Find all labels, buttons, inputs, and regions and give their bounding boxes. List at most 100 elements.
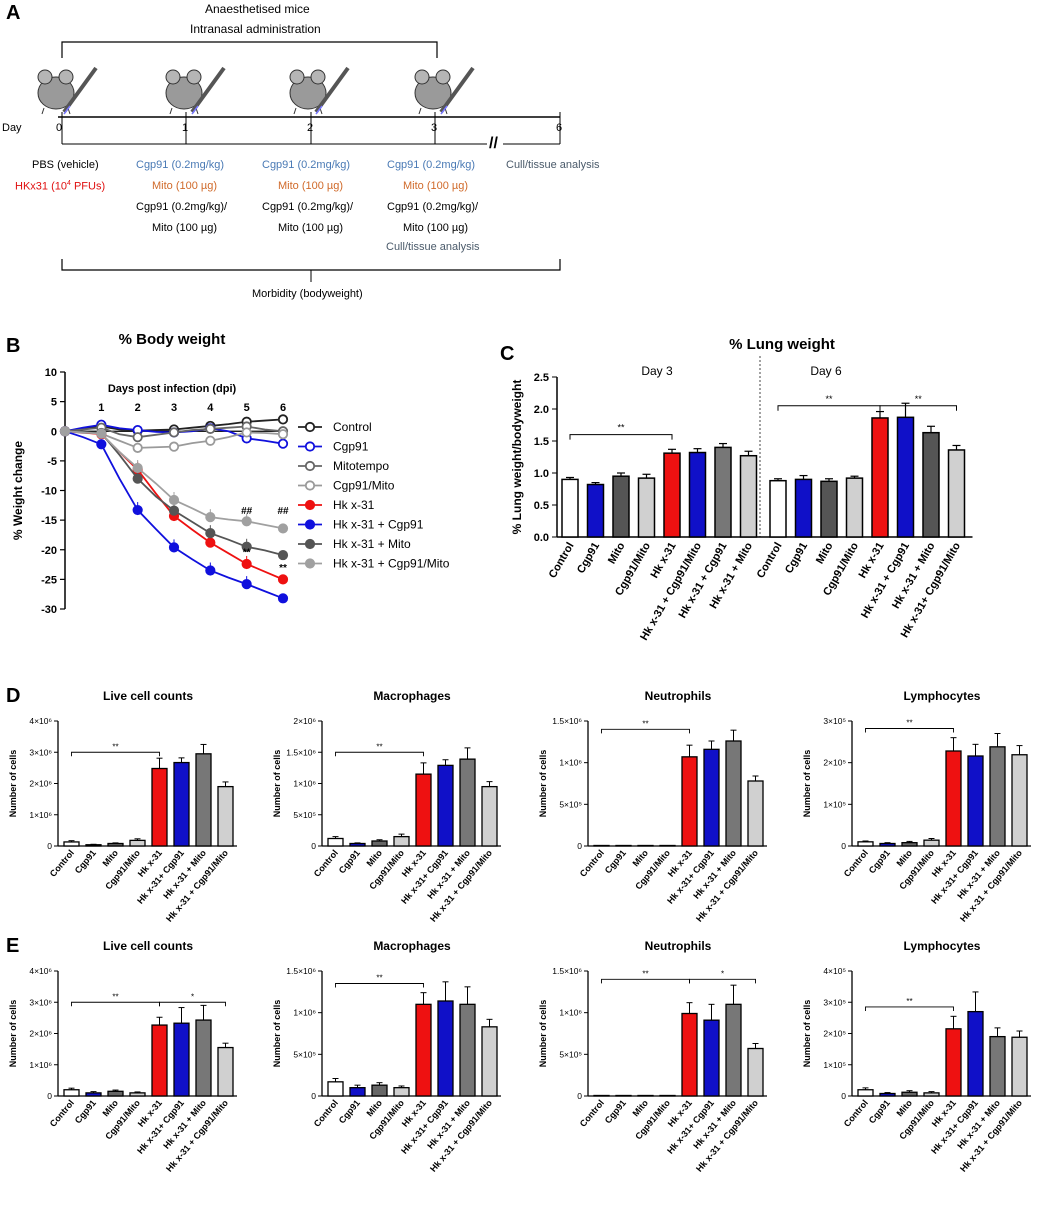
x-tick-label: Mito — [364, 847, 384, 868]
y-tick-label: 5×10⁵ — [293, 1049, 316, 1059]
x-tick-label: 6 — [280, 402, 286, 414]
y-tick-label: 5×10⁵ — [559, 799, 582, 809]
significance-bracket — [335, 751, 424, 757]
y-tick-label: 0 — [47, 841, 52, 851]
significance-bracket — [335, 983, 424, 988]
legend-label: Hk x-31 — [333, 498, 375, 512]
data-point — [168, 542, 180, 553]
bar — [637, 477, 656, 538]
y-tick-label: 3×10⁵ — [823, 716, 846, 726]
bar — [820, 480, 838, 538]
y-tick-label: 1.5 — [534, 436, 549, 448]
day3-cull: Cull/tissue analysis — [386, 241, 480, 253]
y-tick-label: 3×10⁶ — [29, 997, 52, 1007]
y-tick-label: 2.0 — [534, 404, 549, 416]
bar — [703, 748, 720, 847]
significance-mark: ** — [825, 394, 833, 404]
y-axis-label: Number of cells — [538, 750, 548, 818]
day1-mito: Mito (100 µg) — [152, 180, 218, 192]
x-tick-label: Mito — [100, 847, 120, 868]
y-tick-label: 10 — [45, 367, 57, 379]
day-0: 0 — [56, 122, 63, 134]
y-axis-label: Number of cells — [272, 1000, 282, 1068]
bar — [415, 773, 432, 847]
y-tick-label: 0 — [51, 426, 57, 438]
legend-label: Cgp91/Mito — [333, 479, 395, 493]
significance-mark: ** — [642, 969, 648, 978]
chart-title: Live cell counts — [103, 689, 193, 703]
bar — [769, 479, 787, 538]
y-tick-label: 0.0 — [534, 532, 549, 544]
data-point — [132, 442, 143, 453]
bar — [371, 840, 388, 847]
y-tick-label: 1×10⁶ — [559, 1008, 582, 1018]
significance-mark: * — [721, 969, 724, 978]
significance-bracket — [569, 434, 673, 440]
bar — [879, 842, 896, 847]
legend-marker — [304, 480, 316, 491]
legend-label: Mitotempo — [333, 459, 389, 473]
bar — [173, 761, 190, 847]
y-tick-label: -15 — [41, 515, 57, 527]
data-point — [241, 558, 252, 570]
y-axis-label: Number of cells — [272, 750, 282, 818]
data-point — [96, 428, 107, 439]
bar — [923, 1092, 940, 1097]
x-tick-label: Control — [578, 848, 606, 879]
x-tick-label: Cgp91 — [603, 848, 628, 876]
significance-bracket — [879, 405, 957, 411]
significance-bracket — [601, 728, 690, 734]
x-tick-label: Cgp91 — [575, 541, 602, 576]
y-tick-label: 2×10⁶ — [293, 716, 316, 726]
bar — [967, 1010, 984, 1097]
bar — [857, 841, 874, 847]
significance-mark: ** — [915, 394, 923, 404]
morbidity-label: Morbidity (bodyweight) — [252, 288, 363, 300]
bar — [659, 1094, 676, 1097]
data-point — [277, 523, 289, 534]
y-tick-label: 5 — [51, 397, 57, 409]
legend-marker — [304, 460, 316, 472]
bar — [857, 1089, 874, 1097]
panel-letter-e: E — [6, 935, 20, 957]
data-point — [205, 565, 216, 576]
bar — [63, 841, 80, 847]
day-6: 6 — [556, 122, 563, 134]
significance-bracket — [865, 728, 954, 733]
chart-title: % Body weight — [119, 331, 226, 348]
bar — [901, 1091, 918, 1097]
y-tick-label: 3×10⁵ — [823, 997, 846, 1007]
significance-mark: ** — [112, 742, 118, 751]
y-tick-label: -25 — [41, 574, 57, 586]
x-tick-label: 3 — [171, 402, 177, 414]
x-tick-label: Cgp91 — [337, 848, 362, 876]
y-axis-label: Number of cells — [802, 750, 812, 818]
y-tick-label: 1.5×10⁶ — [286, 966, 316, 976]
y-tick-label: 2×10⁵ — [823, 758, 846, 768]
legend-marker — [304, 558, 316, 569]
data-point — [241, 516, 252, 527]
bar — [615, 844, 632, 847]
bar — [437, 1000, 454, 1097]
y-tick-label: 0 — [841, 1091, 846, 1101]
bar — [947, 449, 966, 538]
legend-label: Hk x-31 + Cgp91 — [333, 518, 424, 532]
data-point — [277, 414, 289, 425]
y-tick-label: 0.5 — [534, 500, 549, 512]
bar — [63, 1089, 80, 1097]
row-e-charts: Live cell counts 0 1×10⁶ 2×10⁶ 3×10⁶ 4×10⁶ Num… — [8, 939, 1031, 1174]
y-tick-label: -20 — [41, 545, 57, 557]
x-tick-label: Control — [842, 1098, 870, 1129]
y-tick-label: -30 — [41, 604, 57, 616]
x-tick-label: Control — [312, 848, 340, 879]
legend-label: Hk x-31 + Mito — [333, 537, 411, 551]
significance-bracket — [865, 1006, 954, 1011]
group-label: Day 6 — [810, 364, 842, 378]
significance-bracket — [601, 978, 690, 984]
day-1: 1 — [182, 122, 189, 134]
y-axis-label: Number of cells — [802, 1000, 812, 1068]
col0-line2: HKx31 (104 PFUs) — [15, 180, 106, 193]
day1-combo-2: Mito (100 µg) — [152, 222, 218, 234]
bar — [901, 842, 918, 847]
legend-label: Hk x-31 + Cgp91/Mito — [333, 557, 450, 571]
